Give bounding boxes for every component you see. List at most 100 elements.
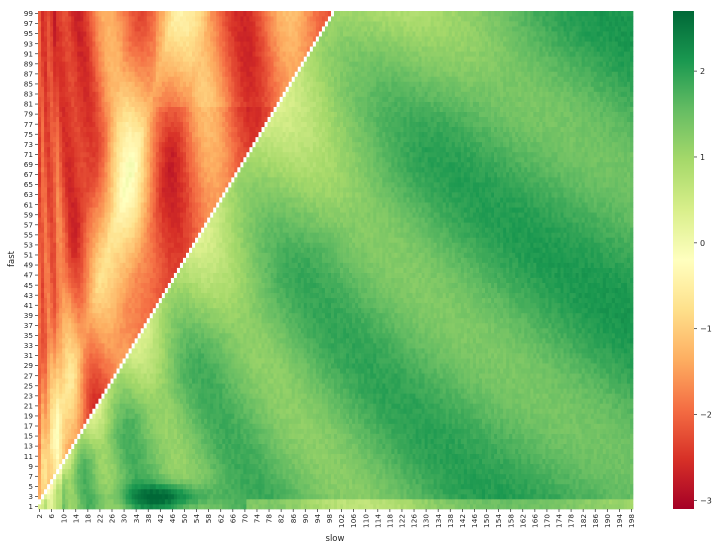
heatmap-cell — [38, 498, 42, 505]
heatmap-cell — [340, 478, 344, 485]
heatmap-cell — [270, 443, 274, 449]
heatmap-cell — [587, 493, 592, 500]
heatmap-cell — [518, 398, 522, 404]
heatmap-cell — [491, 383, 495, 389]
heatmap-cell — [134, 423, 139, 429]
heatmap-cell — [258, 413, 262, 419]
heatmap-cell — [418, 418, 422, 424]
heatmap-cell — [361, 503, 365, 510]
heatmap-cell — [503, 498, 507, 505]
heatmap-cell — [379, 453, 383, 460]
heatmap-cell — [300, 433, 305, 439]
heatmap-cell — [545, 498, 549, 505]
heatmap-cell — [578, 383, 582, 389]
heatmap-cell — [388, 478, 392, 485]
heatmap-cell — [436, 458, 441, 465]
heatmap-cell — [318, 428, 323, 434]
heatmap-cell — [219, 383, 223, 389]
heatmap-cell — [192, 483, 196, 490]
heatmap-cell — [62, 498, 66, 505]
heatmap-cell — [539, 403, 543, 409]
heatmap-cell — [488, 463, 492, 470]
heatmap-cell — [179, 453, 184, 460]
heatmap-cell — [623, 398, 628, 404]
heatmap-cell — [421, 388, 425, 394]
heatmap-cell — [252, 493, 256, 500]
heatmap-cell — [155, 448, 160, 455]
heatmap-cell — [545, 418, 549, 424]
heatmap-cell — [557, 503, 561, 510]
heatmap-cell — [397, 423, 401, 429]
heatmap-cell — [403, 388, 407, 394]
heatmap-cell — [364, 503, 368, 510]
heatmap-cell — [500, 488, 504, 495]
heatmap-cell — [554, 478, 558, 485]
heatmap-cell — [155, 403, 160, 409]
heatmap-cell — [56, 483, 60, 490]
heatmap-cell — [433, 463, 438, 470]
heatmap-cell — [249, 443, 253, 449]
heatmap-cell — [176, 403, 181, 409]
heatmap-cell — [491, 428, 495, 434]
heatmap-cell — [125, 483, 129, 490]
heatmap-cell — [53, 468, 57, 475]
heatmap-cell — [436, 438, 441, 444]
heatmap-cell — [41, 478, 45, 485]
heatmap-cell — [457, 408, 462, 414]
heatmap-cell — [361, 398, 365, 404]
heatmap-cell — [569, 488, 573, 495]
heatmap-cell — [545, 443, 549, 449]
heatmap-cell — [315, 388, 320, 394]
heatmap-cell — [294, 453, 299, 460]
heatmap-cell — [89, 458, 93, 465]
heatmap-cell — [119, 398, 123, 404]
heatmap-cell — [243, 383, 247, 389]
heatmap-cell — [527, 453, 531, 460]
heatmap-cell — [225, 483, 229, 490]
heatmap-cell — [134, 503, 139, 510]
heatmap-cell — [340, 433, 344, 439]
heatmap-cell — [409, 383, 413, 389]
heatmap-cell — [572, 423, 576, 429]
heatmap-cell — [503, 423, 507, 429]
heatmap-cell — [204, 483, 208, 490]
heatmap-cell — [593, 493, 598, 500]
heatmap-cell — [539, 418, 543, 424]
heatmap-cell — [457, 443, 462, 449]
heatmap-cell — [448, 448, 453, 455]
heatmap-cell — [364, 473, 368, 480]
heatmap-cell — [300, 458, 305, 465]
heatmap-cell — [288, 503, 293, 510]
heatmap-cell — [463, 433, 468, 439]
heatmap-cell — [533, 388, 537, 394]
heatmap-cell — [95, 378, 99, 384]
heatmap-cell — [146, 498, 151, 505]
heatmap-cell — [288, 398, 293, 404]
heatmap-cell — [373, 443, 377, 449]
heatmap-cell — [80, 378, 84, 384]
heatmap-cell — [379, 448, 383, 455]
heatmap-cell — [629, 503, 634, 510]
heatmap-cell — [415, 468, 419, 475]
heatmap-cell — [376, 438, 380, 444]
heatmap-cell — [373, 478, 377, 485]
heatmap-cell — [542, 468, 546, 475]
heatmap-cell — [231, 398, 235, 404]
heatmap-cell — [391, 418, 395, 424]
heatmap-cell — [536, 473, 540, 480]
heatmap-cell — [605, 468, 610, 475]
heatmap-cell — [478, 433, 483, 439]
heatmap-cell — [448, 428, 453, 434]
heatmap-cell — [451, 393, 456, 399]
heatmap-cell — [185, 383, 190, 389]
heatmap-cell — [527, 443, 531, 449]
heatmap-cell — [333, 473, 338, 480]
heatmap-cell — [485, 448, 489, 455]
heatmap-cell — [309, 503, 314, 510]
heatmap-cell — [56, 428, 60, 434]
heatmap-cell — [252, 408, 256, 414]
heatmap-cell — [204, 403, 208, 409]
heatmap-cell — [252, 418, 256, 424]
heatmap-cell — [388, 468, 392, 475]
heatmap-cell — [143, 438, 148, 444]
